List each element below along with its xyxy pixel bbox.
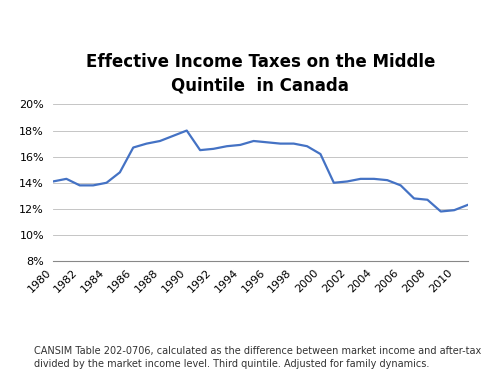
Text: CANSIM Table 202-0706, calculated as the difference between market income and af: CANSIM Table 202-0706, calculated as the…: [34, 346, 482, 369]
Title: Effective Income Taxes on the Middle
Quintile  in Canada: Effective Income Taxes on the Middle Qui…: [86, 53, 435, 94]
